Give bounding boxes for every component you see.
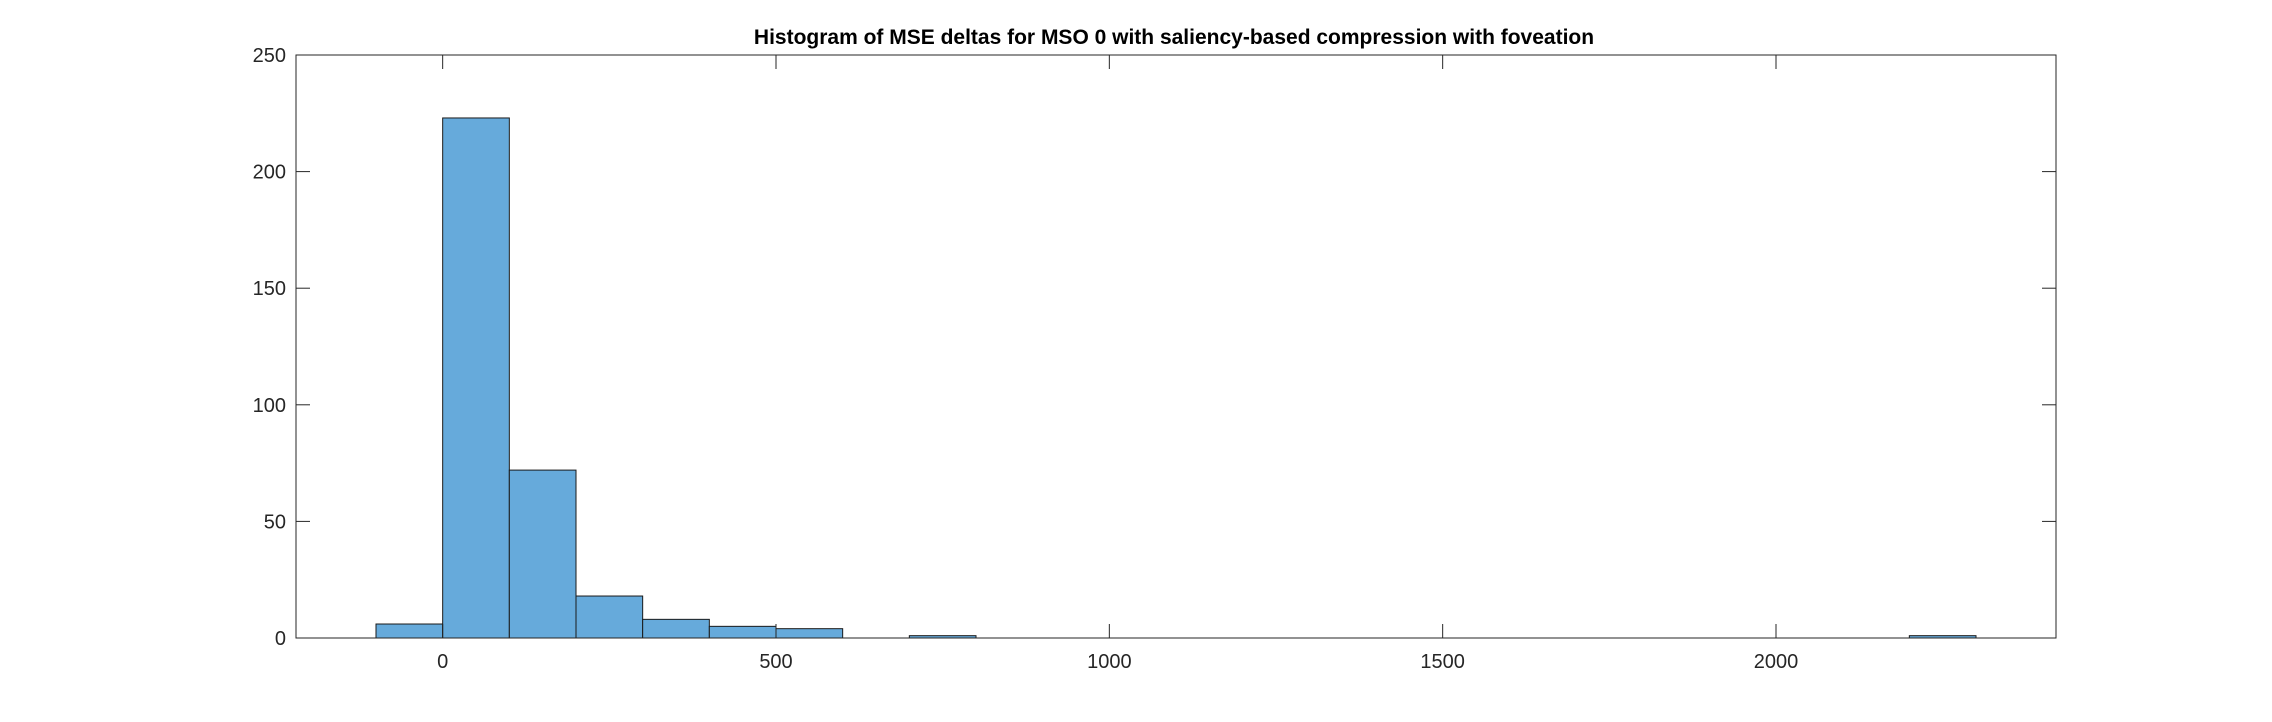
- x-tick-label: 1500: [1420, 651, 1465, 673]
- histogram-bar: [708, 625, 777, 639]
- histogram-bar: [508, 469, 577, 639]
- y-tick-label: 100: [253, 395, 286, 417]
- x-tick-label: 0: [437, 651, 448, 673]
- bars-group: [375, 117, 1977, 639]
- y-axis: 0 50 100 150 200 250: [253, 45, 2056, 650]
- histogram-bar: [575, 595, 644, 639]
- y-tick-label: 250: [253, 45, 286, 67]
- y-tick-label: 200: [253, 162, 286, 184]
- x-tick-label: 1000: [1087, 651, 1132, 673]
- x-axis: 0 500 1000 1500 2000: [437, 55, 1798, 673]
- x-tick-label: 500: [759, 651, 792, 673]
- y-tick-label: 50: [264, 511, 286, 533]
- x-tick-label: 2000: [1754, 651, 1799, 673]
- histogram-bar: [375, 623, 444, 639]
- histogram-bar: [642, 618, 710, 639]
- y-tick-label: 150: [253, 278, 286, 300]
- histogram-bar: [442, 117, 510, 639]
- axes-box: [295, 54, 2057, 639]
- chart-title: Histogram of MSE deltas for MSO 0 with s…: [754, 26, 1594, 49]
- histogram-bar: [775, 628, 844, 639]
- y-tick-label: 0: [275, 628, 286, 650]
